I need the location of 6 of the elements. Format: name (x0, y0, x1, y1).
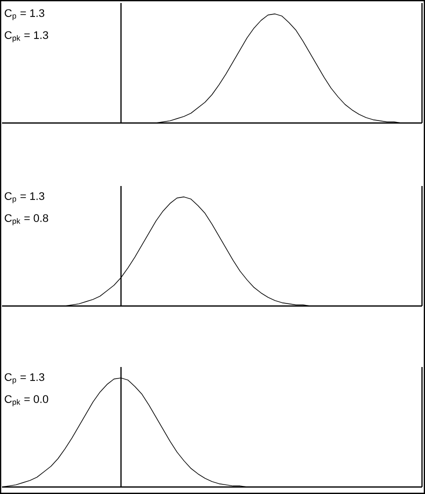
annotation: C$_{pk}$ = 1.3 (4, 31, 48, 42)
annotation: C$_{pk}$ = 0.8 (4, 214, 48, 226)
annotation: C$_{p}$ = 1.3 (4, 9, 44, 20)
annotation: C$_{p}$ = 1.3 (4, 192, 44, 204)
annotation: C$_{p}$ = 1.3 (4, 373, 44, 384)
annotation: C$_{pk}$ = 0.0 (4, 395, 48, 406)
